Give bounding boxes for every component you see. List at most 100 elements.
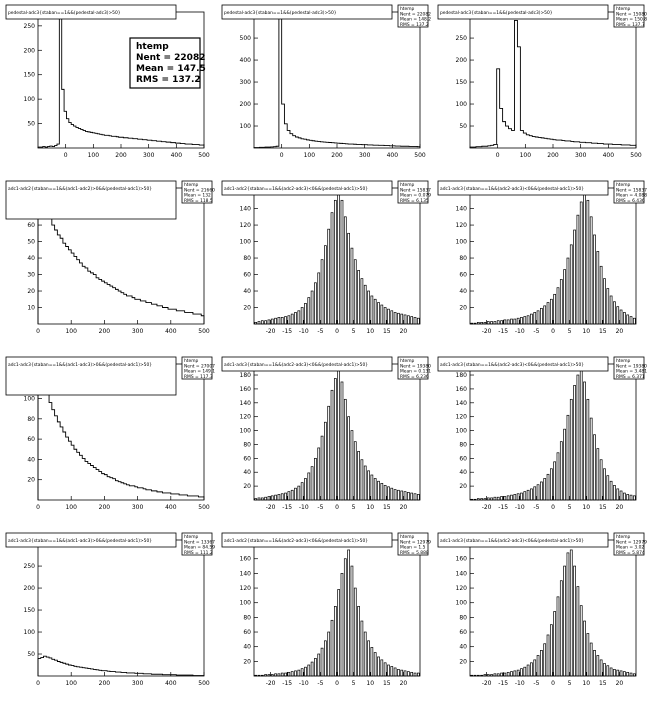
y-tick-label: 150	[24, 72, 36, 79]
histogram-bar	[556, 452, 560, 501]
histogram-bar	[483, 322, 487, 325]
x-tick-label: 15	[383, 504, 391, 511]
histogram-bar	[606, 288, 610, 325]
histogram-bin	[190, 496, 193, 500]
stats-line: RMS = 6.436	[616, 198, 645, 204]
histogram-bin	[157, 492, 160, 500]
histogram-bin	[91, 465, 94, 500]
histogram-bin	[52, 225, 55, 324]
stats-line: Nent = 22082	[136, 53, 205, 63]
y-tick-label: 60	[27, 436, 35, 443]
title-text: pedestal-adc3{staban==1&&(pedestal-adc3)…	[440, 10, 553, 16]
histogram-bin	[138, 139, 140, 148]
histogram-bin	[82, 668, 85, 676]
y-tick-label: 250	[456, 35, 468, 42]
stats-line: RMS = 137.2	[400, 22, 429, 28]
histogram-bin	[559, 140, 562, 148]
histogram-bin	[307, 140, 310, 148]
y-tick-label: 400	[240, 57, 252, 64]
histogram-bin	[69, 123, 71, 148]
histogram-bar	[367, 640, 370, 677]
histogram-bar	[317, 653, 321, 677]
histogram-bar	[327, 631, 331, 677]
y-tick-label: 120	[456, 222, 468, 229]
histogram-bar	[516, 669, 520, 677]
histogram-bar	[274, 673, 277, 677]
histogram-bin	[121, 672, 124, 676]
histogram-bin	[532, 137, 535, 148]
histogram-bin	[185, 144, 187, 148]
histogram-bar	[559, 279, 563, 325]
stats-line: Nent = 12979	[400, 539, 431, 545]
x-tick-label: 0	[36, 504, 40, 511]
x-tick-label: -15	[282, 328, 292, 335]
title-text: adc1-adc3{staban==1&&(adc1-adc3)>0&&(ped…	[8, 538, 152, 544]
histogram-bin	[574, 142, 577, 148]
histogram-bin	[146, 303, 149, 324]
x-tick-label: 5	[568, 680, 572, 687]
x-tick-label: 10	[582, 680, 590, 687]
histogram-bar	[569, 244, 573, 325]
histogram-bar	[310, 661, 314, 677]
histogram-bar	[390, 666, 394, 677]
y-tick-label: 40	[459, 644, 467, 651]
histogram-bin	[110, 286, 113, 324]
x-tick-label: -20	[266, 680, 276, 687]
histogram-bar	[613, 485, 616, 501]
histogram-bin	[57, 661, 60, 676]
histogram-bin	[340, 143, 343, 148]
histogram-bar	[553, 611, 557, 677]
histogram-bar	[569, 549, 573, 677]
histogram-bin	[52, 659, 55, 676]
histogram-bin	[63, 243, 66, 324]
histogram-bar	[254, 674, 258, 677]
title-box	[221, 4, 393, 20]
histogram-bar	[589, 417, 593, 501]
histogram-bar	[390, 310, 394, 325]
histogram-bar	[416, 494, 420, 501]
histogram-bar	[320, 435, 324, 501]
x-tick-label: 100	[65, 328, 77, 335]
x-tick-label: -10	[299, 328, 309, 335]
histogram-bar	[387, 664, 390, 677]
histogram-bar	[523, 491, 527, 501]
stats-line: Nent = 15837	[400, 187, 431, 193]
x-tick-label: -10	[299, 504, 309, 511]
histogram-bin	[82, 458, 85, 500]
histogram-bar	[506, 495, 510, 501]
plot-frame	[469, 11, 637, 149]
histogram-bar	[383, 485, 387, 501]
x-tick-label: 20	[400, 328, 408, 335]
histogram-bin	[104, 283, 107, 324]
x-tick-label: -5	[317, 328, 323, 335]
histogram-bar	[416, 672, 420, 677]
histogram-bin	[109, 136, 111, 148]
histogram-bar	[403, 670, 407, 677]
histogram-bin	[301, 139, 304, 148]
x-tick-label: 200	[99, 328, 111, 335]
histogram-bin	[130, 138, 132, 148]
histogram-bar	[380, 304, 384, 325]
stats-line: RMS = 6.371	[616, 374, 645, 380]
histogram-bar	[260, 674, 264, 677]
x-tick-label: 0	[496, 152, 500, 159]
histogram-bin	[121, 137, 123, 148]
histogram-bin	[124, 484, 127, 500]
histogram-bar	[377, 480, 380, 501]
title-box	[5, 4, 177, 20]
histogram-bar	[609, 667, 613, 677]
x-tick-label: -10	[515, 680, 525, 687]
y-tick-label: 20	[27, 477, 35, 484]
stats-line: Mean = 1.5	[400, 545, 426, 551]
histogram-bin	[96, 670, 99, 676]
histogram-panel: 0 100 200 300 400 500 20 40 60 80 100 adc1-adc3{sta…	[5, 356, 215, 511]
histogram-bar	[520, 317, 523, 325]
x-tick-label: 5	[352, 504, 356, 511]
histogram-bin	[49, 218, 52, 324]
y-tick-label: 120	[240, 414, 252, 421]
histogram-bar	[530, 488, 533, 501]
stats-title: htemp	[400, 534, 414, 540]
histogram-bar	[540, 481, 543, 501]
histogram-bar	[267, 674, 271, 677]
x-tick-label: -20	[482, 328, 492, 335]
